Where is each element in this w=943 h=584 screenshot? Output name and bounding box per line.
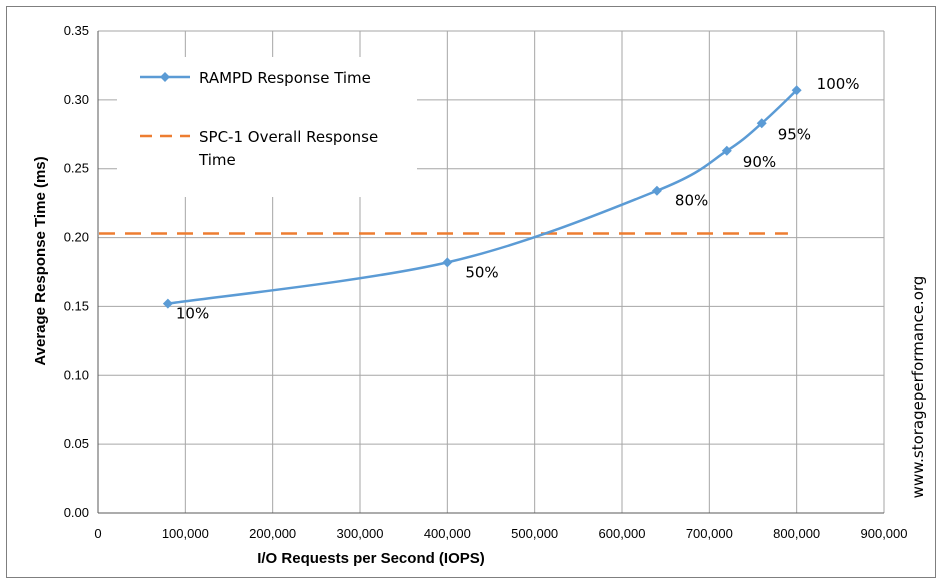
legend-rampd-marker [160,72,170,82]
point-label: 100% [817,75,860,93]
chart-frame: 0.00 0.05 0.10 0.15 0.20 0.25 0.30 0.35 0 100,00… [6,6,936,578]
y-axis-ticks: 0.00 0.05 0.10 0.15 0.20 0.25 0.30 0.35 [64,23,89,520]
legend: RAMPD Response Time SPC-1 Overall Respon… [117,57,417,197]
point-label: 10% [176,305,209,323]
x-axis-ticks: 0 100,000 200,000 300,000 400,000 500,000 600,… [94,526,907,541]
point-label: 80% [675,192,708,210]
y-axis-title: Average Response Time (ms) [32,156,49,365]
point-labels: 10% 50% 80% 90%95% 100% [176,75,860,322]
x-tick-label: 300,000 [337,526,384,541]
y-tick-label: 0.35 [64,23,89,38]
series-layer [99,85,802,309]
rampd-point-marker [721,145,732,156]
y-tick-label: 0.10 [64,367,89,382]
legend-spc1-label-line2: Time [198,151,236,169]
y-tick-label: 0.20 [64,230,89,245]
x-tick-label: 100,000 [162,526,209,541]
x-tick-label: 500,000 [511,526,558,541]
legend-background [117,57,417,197]
watermark: www.storageperformance.org [909,276,927,499]
x-tick-label: 800,000 [773,526,820,541]
x-tick-label: 400,000 [424,526,471,541]
x-tick-label: 200,000 [249,526,296,541]
rampd-point-marker [442,257,453,268]
legend-spc1-label-line1: SPC-1 Overall Response [199,128,378,146]
x-tick-label: 0 [94,526,101,541]
legend-rampd-label: RAMPD Response Time [199,69,371,87]
point-label: 50% [465,263,498,281]
rampd-point-marker [651,185,662,196]
y-tick-label: 0.30 [64,92,89,107]
point-label: 90% [743,153,776,171]
y-tick-label: 0.15 [64,298,89,313]
line-chart: 0.00 0.05 0.10 0.15 0.20 0.25 0.30 0.35 0 100,00… [32,23,927,567]
x-axis-title: I/O Requests per Second (IOPS) [257,550,485,567]
point-label: 95% [778,125,811,143]
rampd-point-marker [162,298,173,309]
x-tick-label: 900,000 [861,526,908,541]
y-tick-label: 0.00 [64,505,89,520]
x-tick-label: 600,000 [599,526,646,541]
rampd-point-marker [756,118,767,129]
x-tick-label: 700,000 [686,526,733,541]
rampd-point-marker [791,85,802,96]
y-tick-label: 0.25 [64,161,89,176]
y-tick-label: 0.05 [64,436,89,451]
